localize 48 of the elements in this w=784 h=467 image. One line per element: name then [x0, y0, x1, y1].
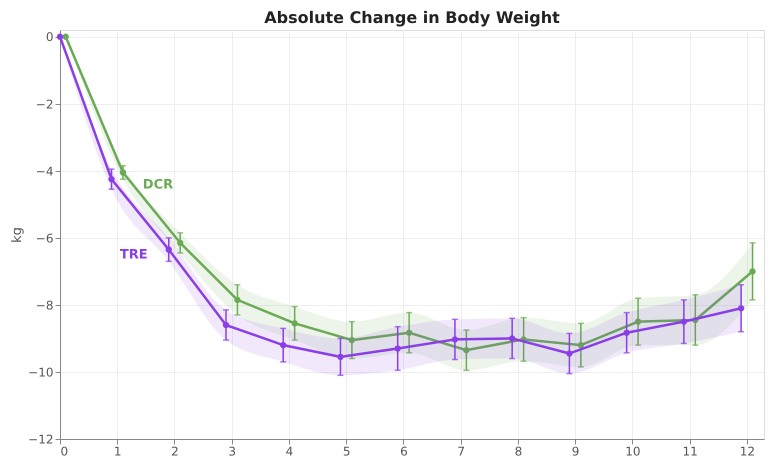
point: [509, 335, 516, 342]
series-label: DCR: [142, 177, 174, 192]
y-tick-label: −2: [36, 97, 54, 112]
point: [634, 318, 642, 325]
x-tick-label: 3: [228, 444, 236, 458]
x-tick-label: 4: [286, 444, 294, 458]
x-tick-label: 5: [342, 444, 350, 458]
y-tick-label: 0: [46, 30, 54, 44]
point: [280, 342, 286, 348]
x-tick-label: 9: [572, 444, 580, 458]
point: [623, 330, 630, 336]
point: [56, 34, 64, 40]
x-tick-label: 2: [171, 444, 179, 458]
y-tick-label: −12: [28, 432, 54, 446]
x-tick-label: 0: [60, 444, 68, 458]
point: [292, 320, 298, 326]
y-axis-title: kg: [10, 227, 26, 243]
y-tick-label: −10: [28, 365, 54, 380]
point: [566, 350, 573, 357]
point: [749, 268, 756, 275]
point: [337, 354, 344, 360]
y-tick-label: −4: [36, 164, 54, 178]
point: [234, 296, 241, 304]
point: [348, 336, 356, 344]
point: [108, 176, 115, 182]
x-tick-label: 6: [400, 444, 408, 458]
point: [738, 305, 744, 312]
series-label: TRE: [120, 248, 148, 263]
x-tick-label: 7: [457, 444, 465, 458]
point: [680, 318, 688, 325]
x-tick-label: 12: [740, 444, 755, 458]
point: [166, 246, 172, 253]
x-tick-label: 8: [514, 444, 522, 458]
point: [463, 347, 470, 354]
x-tick-label: 1: [114, 444, 122, 458]
x-tick-label: 10: [625, 444, 640, 458]
point: [406, 330, 412, 336]
point: [222, 322, 230, 328]
point: [62, 34, 69, 40]
y-tick-label: −8: [36, 298, 54, 312]
x-tick-label: 11: [682, 444, 698, 458]
point: [578, 342, 584, 348]
point: [394, 345, 401, 352]
point: [452, 336, 458, 343]
chart-title: Absolute Change in Body Weight: [264, 8, 560, 27]
y-tick-label: −6: [36, 231, 54, 246]
point: [177, 240, 184, 246]
point: [120, 169, 126, 176]
